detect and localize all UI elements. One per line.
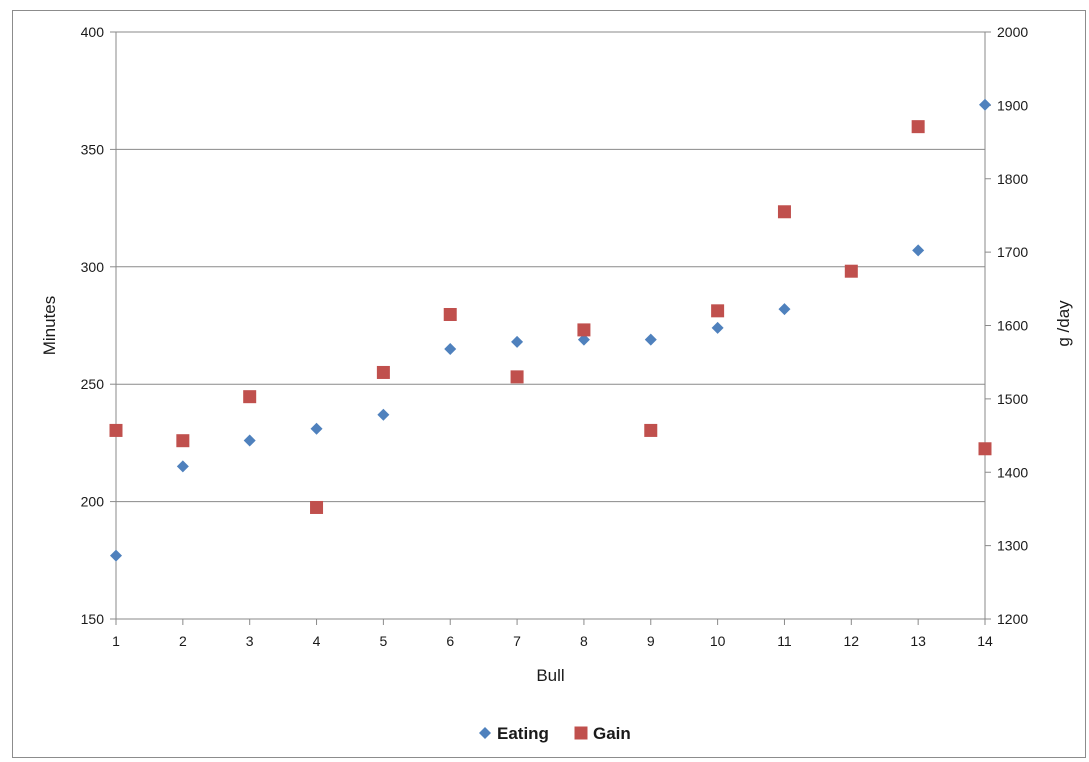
- y2-axis-title: g /day: [1054, 300, 1073, 347]
- legend-eating-label: Eating: [497, 724, 549, 743]
- gain-point: [844, 264, 858, 278]
- x-tick-label: 1: [112, 633, 120, 649]
- eating-point: [912, 244, 925, 257]
- y-tick-label: 150: [81, 611, 105, 627]
- y-tick-label: 200: [81, 494, 105, 510]
- eating-point: [577, 333, 590, 346]
- x-tick-label: 3: [246, 633, 254, 649]
- eating-point: [176, 460, 189, 473]
- x-tick-label: 2: [179, 633, 187, 649]
- x-axis-title: Bull: [536, 666, 564, 685]
- y2-tick-label: 1800: [997, 171, 1028, 187]
- x-tick-label: 12: [844, 633, 860, 649]
- y2-tick-label: 1500: [997, 391, 1028, 407]
- data-marks: [109, 98, 992, 562]
- x-tick-label: 14: [977, 633, 993, 649]
- y2-tick-label: 1200: [997, 611, 1028, 627]
- legend-gain-marker: [574, 726, 588, 740]
- y2-tick-label: 1900: [997, 97, 1028, 113]
- eating-point: [979, 98, 991, 111]
- chart-frame: 150 200 250 300 350 400 1200 1300 1400 1500 1600 17…: [12, 10, 1086, 758]
- x-tick-label: 11: [777, 633, 792, 649]
- y2-tick-label: 1600: [997, 318, 1028, 334]
- y-tick-label: 350: [81, 141, 105, 157]
- eating-point: [644, 333, 657, 346]
- y-tick-label: 300: [81, 259, 105, 275]
- gain-point: [443, 307, 457, 321]
- y2-tick-label: 1700: [997, 244, 1028, 260]
- x-tick-label: 6: [446, 633, 454, 649]
- gain-point: [176, 434, 190, 448]
- x-tick-label: 7: [513, 633, 521, 649]
- legend-gain-label: Gain: [593, 724, 631, 743]
- x-tick-label: 13: [910, 633, 926, 649]
- gain-point: [711, 304, 725, 318]
- eating-point: [711, 321, 724, 334]
- gain-point: [577, 323, 591, 337]
- gain-point: [109, 423, 123, 437]
- x-tick-label: 5: [379, 633, 387, 649]
- gain-point: [376, 365, 390, 379]
- legend-eating-marker: [479, 727, 491, 739]
- gain-point: [243, 390, 257, 404]
- eating-point: [444, 342, 457, 355]
- y2-tick-label: 1400: [997, 464, 1028, 480]
- eating-point: [110, 549, 122, 562]
- y2-tick-label: 1300: [997, 538, 1028, 554]
- y-tick-label: 400: [81, 24, 105, 40]
- gridlines: [116, 31, 985, 503]
- scatter-chart: 1502002503003504001200130014001500160017…: [40, 24, 1073, 743]
- x-tick-label: 8: [580, 633, 588, 649]
- gain-point: [777, 205, 791, 219]
- eating-point: [243, 434, 256, 447]
- eating-point: [511, 335, 524, 348]
- axes: [110, 31, 991, 625]
- x-tick-label: 4: [313, 633, 321, 649]
- x-tick-label: 10: [710, 633, 726, 649]
- eating-point: [310, 422, 323, 435]
- x-tick-label: 9: [647, 633, 655, 649]
- y2-tick-label: 2000: [997, 24, 1028, 40]
- gain-point: [510, 370, 524, 384]
- y-axis-title: Minutes: [40, 296, 59, 356]
- eating-point: [377, 408, 390, 421]
- y-tick-label: 250: [81, 376, 105, 392]
- gain-point: [310, 500, 324, 514]
- eating-point: [778, 303, 791, 316]
- gain-point: [911, 120, 925, 134]
- legend: Eating Gain: [479, 724, 631, 743]
- gain-point: [978, 442, 992, 456]
- gain-point: [644, 423, 658, 437]
- tick-labels: 1502002503003504001200130014001500160017…: [81, 24, 1029, 649]
